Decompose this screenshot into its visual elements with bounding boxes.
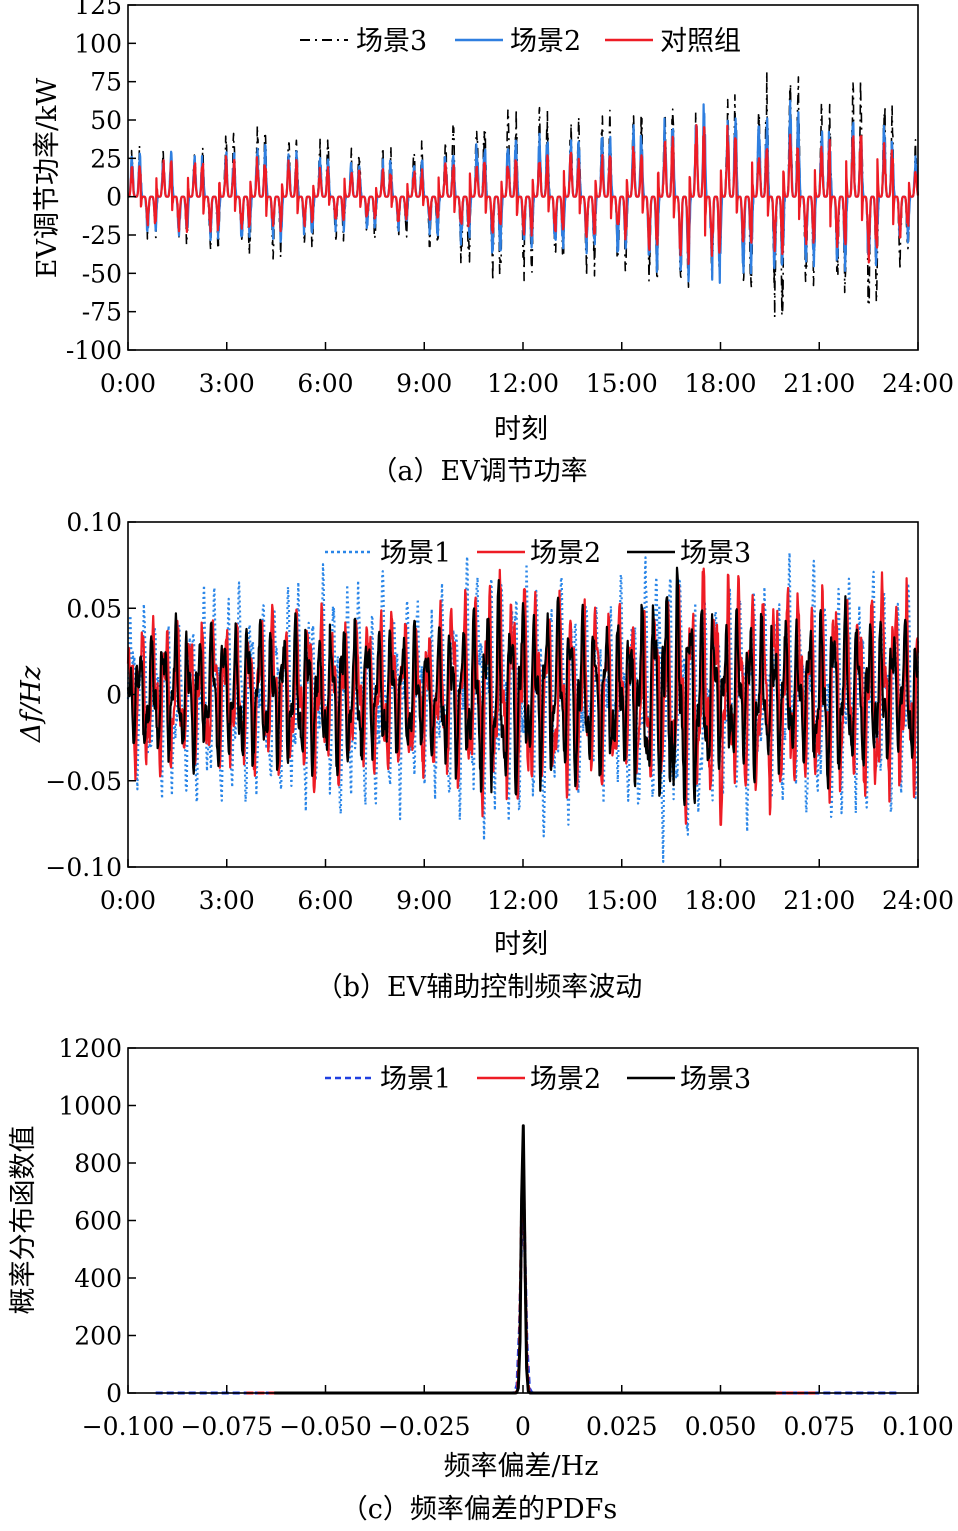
panel-b-y-tick-label: 0 (106, 681, 122, 710)
panel-a-x-tick-label: 24:00 (882, 369, 954, 398)
panel-c-x-axis-label: 频率偏差/Hz (444, 1451, 599, 1482)
panel-c-series-group (155, 1124, 899, 1395)
panel-b-x-tick-label: 3:00 (199, 886, 255, 915)
panel-a-legend-label-2: 场景2 (510, 26, 581, 57)
panel-a-legend: 场景3 场景2 对照组 (300, 26, 741, 57)
panel-a-x-tick-label: 0:00 (100, 369, 156, 398)
panel-c-x-tick-label: −0.025 (378, 1412, 471, 1441)
panel-c-x-tick-label: 0.075 (783, 1412, 855, 1441)
panel-c-y-tick-label: 400 (74, 1264, 122, 1293)
panel-c-y-tick-label: 200 (74, 1322, 122, 1351)
panel-c-x-tick-label: 0.025 (586, 1412, 658, 1441)
panel-a-x-tick-label: 12:00 (487, 369, 559, 398)
panel-c-legend-label-2: 场景2 (530, 1064, 601, 1095)
panel-b-series-line-3 (126, 566, 919, 807)
panel-c-y-tick-label: 600 (74, 1207, 122, 1236)
panel-a-y-tick-label: -75 (82, 298, 122, 327)
panel-a-y-axis: 125 100 75 50 25 0 -25 -50 -75 -100 (66, 0, 136, 365)
panel-b-legend-label-2: 场景2 (530, 538, 601, 569)
panel-c-caption: （c）频率偏差的PDFs (341, 1494, 618, 1525)
panel-b-x-tick-label: 0:00 (100, 886, 156, 915)
panel-c-y-tick-label: 1200 (58, 1034, 122, 1063)
panel-b-series-line-1 (126, 551, 920, 864)
panel-a-y-tick-label: -100 (66, 336, 122, 365)
panel-b-y-tick-label: −0.05 (45, 767, 122, 796)
panel-c-pdf-chart: 1200 1000 800 600 400 200 0 −0.100 −0.075 −0.050… (8, 1034, 954, 1525)
panel-c-x-tick-label: −0.075 (180, 1412, 273, 1441)
panel-c-legend-label-1: 场景1 (380, 1064, 451, 1095)
panel-b-frequency-fluctuation-chart: 0.10 0.05 0 −0.05 −0.10 0:00 3:00 6:00 9:00 12:0… (16, 508, 954, 1003)
panel-b-x-tick-label: 21:00 (783, 886, 855, 915)
panel-b-x-axis: 0:00 3:00 6:00 9:00 12:00 15:00 18:00 21:00 24:0… (100, 859, 954, 915)
panel-a-x-tick-label: 18:00 (684, 369, 756, 398)
panel-c-y-tick-label: 800 (74, 1149, 122, 1178)
panel-b-x-tick-label: 6:00 (297, 886, 353, 915)
panel-a-y-tick-label: -25 (82, 221, 122, 250)
panel-b-y-tick-label: 0.05 (66, 594, 122, 623)
panel-a-y-tick-label: -50 (82, 259, 122, 288)
panel-c-y-tick-label: 1000 (58, 1092, 122, 1121)
panel-b-caption: （b）EV辅助控制频率波动 (316, 972, 643, 1003)
panel-b-y-tick-label: 0.10 (66, 508, 122, 537)
panel-a-x-tick-label: 3:00 (199, 369, 255, 398)
panel-c-x-tick-label: 0 (515, 1412, 531, 1441)
panel-b-x-tick-label: 24:00 (882, 886, 954, 915)
panel-a-legend-label-3: 对照组 (660, 26, 741, 57)
panel-b-legend-label-3: 场景3 (680, 538, 751, 569)
panel-a-y-tick-label: 100 (74, 29, 122, 58)
panel-a-y-tick-label: 125 (74, 0, 122, 20)
panel-c-x-tick-label: −0.100 (82, 1412, 175, 1441)
panel-c-x-axis: −0.100 −0.075 −0.050 −0.025 0 0.025 0.050 0.075… (82, 1385, 954, 1441)
panel-a-y-tick-label: 75 (90, 68, 122, 97)
panel-b-x-tick-label: 12:00 (487, 886, 559, 915)
panel-c-series-line-3 (274, 1124, 776, 1395)
panel-a-series-line-3 (127, 123, 920, 266)
panel-a-y-tick-label: 25 (90, 144, 122, 173)
panel-a-y-tick-label: 50 (90, 106, 122, 135)
panel-c-legend: 场景1 场景2 场景3 (325, 1064, 751, 1095)
panel-c-y-axis-label: 概率分布函数值 (8, 1126, 39, 1315)
panel-a-x-tick-label: 9:00 (396, 369, 452, 398)
panel-b-x-tick-label: 9:00 (396, 886, 452, 915)
panel-c-y-axis: 1200 1000 800 600 400 200 0 (58, 1034, 136, 1408)
panel-b-x-axis-label: 时刻 (494, 929, 548, 960)
panel-c-y-tick-label: 0 (106, 1379, 122, 1408)
panel-a-x-tick-label: 15:00 (586, 369, 658, 398)
panel-a-x-axis: 0:00 3:00 6:00 9:00 12:00 15:00 18:00 21:00 24:0… (100, 342, 954, 398)
panel-b-y-tick-label: −0.10 (45, 853, 122, 882)
panel-b-x-tick-label: 15:00 (586, 886, 658, 915)
panel-b-y-axis: 0.10 0.05 0 −0.05 −0.10 (45, 508, 136, 882)
panel-a-y-tick-label: 0 (106, 183, 122, 212)
panel-c-x-tick-label: −0.050 (279, 1412, 372, 1441)
panel-b-series-group (126, 551, 920, 864)
panel-a-series-group (127, 70, 920, 319)
panel-c-series-line-2 (246, 1154, 816, 1395)
panel-b-legend-label-1: 场景1 (380, 538, 451, 569)
panel-b-x-tick-label: 18:00 (684, 886, 756, 915)
panel-c-x-tick-label: 0.050 (685, 1412, 757, 1441)
panel-a-ev-power-chart: 125 100 75 50 25 0 -25 -50 -75 -100 0:00 3:00 6:00 9… (32, 0, 954, 487)
panel-b-legend: 场景1 场景2 场景3 (325, 538, 751, 569)
panel-c-legend-label-3: 场景3 (680, 1064, 751, 1095)
panel-c-x-tick-label: 0.100 (882, 1412, 954, 1441)
panel-b-y-axis-label: Δf/Hz (16, 665, 47, 743)
panel-a-x-tick-label: 21:00 (783, 369, 855, 398)
panel-a-y-axis-label: EV调节功率/kW (32, 78, 63, 279)
panel-a-caption: （a）EV调节功率 (370, 456, 587, 487)
panel-a-x-tick-label: 6:00 (297, 369, 353, 398)
panel-a-legend-label-1: 场景3 (356, 26, 427, 57)
panel-a-x-axis-label: 时刻 (494, 414, 548, 445)
